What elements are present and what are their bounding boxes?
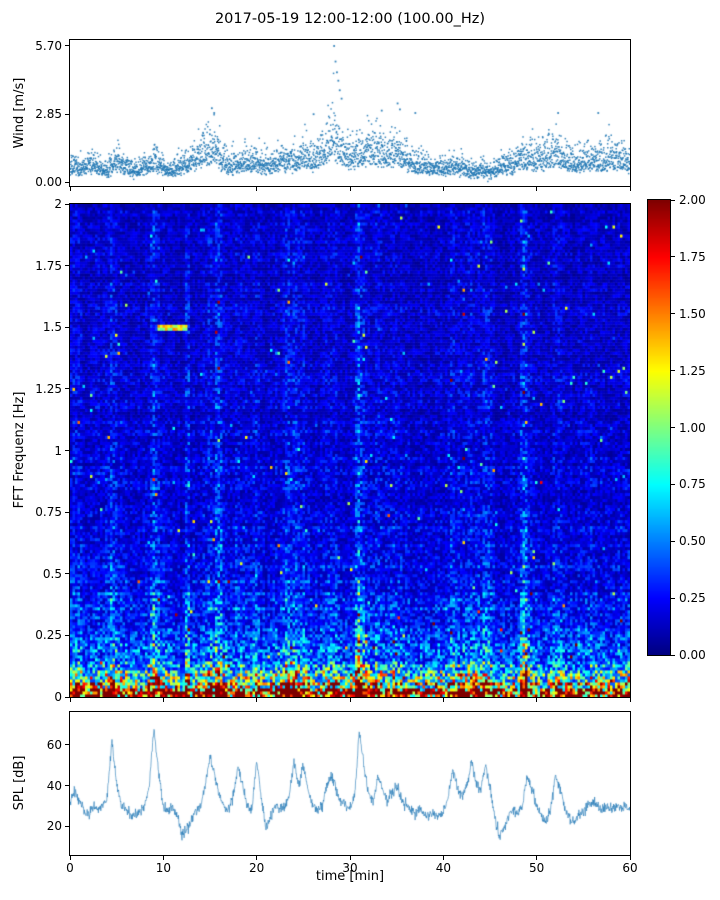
colorbar-tick-label: 2.00 (679, 193, 706, 207)
spectrogram-ytick-label: 0.25 (35, 628, 62, 643)
tick-mark (65, 634, 69, 636)
tick-mark (671, 483, 675, 485)
spectrogram-ytick-label: 0 (54, 690, 62, 704)
tick-mark (442, 856, 444, 860)
tick-mark (65, 113, 69, 115)
tick-mark (629, 698, 631, 702)
tick-mark (162, 187, 164, 191)
tick-mark (671, 199, 675, 201)
tick-mark (65, 744, 69, 746)
tick-mark (256, 187, 258, 191)
tick-mark (65, 326, 69, 328)
x-tick-label: 10 (155, 861, 171, 875)
colorbar-tick-label: 1.50 (679, 306, 706, 321)
tick-mark (65, 825, 69, 827)
x-tick-label: 60 (622, 861, 638, 875)
tick-mark (671, 370, 675, 372)
x-tick-label: 20 (249, 861, 265, 875)
tick-mark (256, 856, 258, 860)
spectrogram-canvas (70, 204, 630, 697)
tick-mark (65, 265, 69, 267)
colorbar (647, 199, 671, 656)
spectrogram-ytick-label: 1.25 (35, 381, 62, 396)
tick-mark (65, 450, 69, 451)
tick-mark (536, 698, 538, 702)
colorbar-tick-label: 1.25 (679, 363, 706, 378)
x-tick-label: 0 (66, 861, 74, 875)
x-tick-label: 50 (529, 861, 545, 875)
spectrogram-ytick-label: 1 (54, 443, 62, 458)
tick-mark (671, 313, 675, 315)
tick-mark (162, 856, 164, 860)
x-axis-label: time [min] (315, 869, 385, 884)
spectrogram-ytick-label: 0.75 (35, 505, 62, 520)
spectrogram-ytick-label: 0.5 (42, 566, 62, 581)
tick-mark (69, 856, 71, 860)
wind-scatter-panel (69, 39, 631, 187)
spl-line-canvas (70, 712, 630, 855)
tick-mark (671, 427, 675, 428)
tick-mark (349, 856, 351, 860)
spectrogram-ytick-label: 1.5 (42, 320, 62, 335)
tick-mark (69, 698, 71, 702)
tick-mark (65, 573, 69, 575)
tick-mark (349, 187, 351, 191)
spectrogram-ytick-label: 1.75 (35, 258, 62, 273)
spl-ytick-label: 60 (46, 737, 62, 752)
tick-mark (65, 45, 69, 47)
tick-mark (629, 187, 631, 191)
tick-mark (671, 540, 675, 542)
tick-mark (671, 654, 675, 656)
spectrogram-ytick-label: 2 (54, 197, 62, 211)
colorbar-tick-label: 1.00 (679, 420, 706, 435)
wind-ytick-label: 2.85 (35, 107, 62, 122)
spl-ytick-label: 40 (46, 778, 62, 793)
wind-scatter-canvas (70, 40, 630, 186)
wind-ytick-label: 5.70 (35, 38, 62, 53)
chart-title: 2017-05-19 12:00-12:00 (100.00_Hz) (214, 11, 486, 27)
tick-mark (69, 187, 71, 191)
tick-mark (65, 388, 69, 390)
spl-ytick-label: 20 (46, 819, 62, 834)
colorbar-tick-label: 1.75 (679, 249, 706, 264)
tick-mark (536, 187, 538, 191)
colorbar-tick-label: 0.00 (679, 648, 706, 662)
tick-mark (536, 856, 538, 860)
tick-mark (65, 203, 69, 205)
tick-mark (65, 181, 69, 183)
tick-mark (442, 187, 444, 191)
colorbar-tick-label: 0.75 (679, 477, 706, 492)
x-tick-label: 40 (435, 861, 451, 875)
tick-mark (671, 597, 675, 599)
tick-mark (65, 511, 69, 513)
tick-mark (629, 856, 631, 860)
spl-line-panel (69, 711, 631, 856)
tick-mark (442, 698, 444, 702)
colorbar-canvas (648, 200, 670, 655)
colorbar-tick-label: 0.50 (679, 534, 706, 549)
x-tick-label: 30 (342, 861, 358, 875)
wind-ytick-label: 0.00 (35, 175, 62, 190)
tick-mark (671, 256, 675, 258)
tick-mark (65, 785, 69, 787)
tick-mark (162, 698, 164, 702)
tick-mark (256, 698, 258, 702)
tick-mark (65, 696, 69, 698)
spectrogram-panel (69, 203, 631, 698)
tick-mark (349, 698, 351, 702)
colorbar-tick-label: 0.25 (679, 591, 706, 606)
